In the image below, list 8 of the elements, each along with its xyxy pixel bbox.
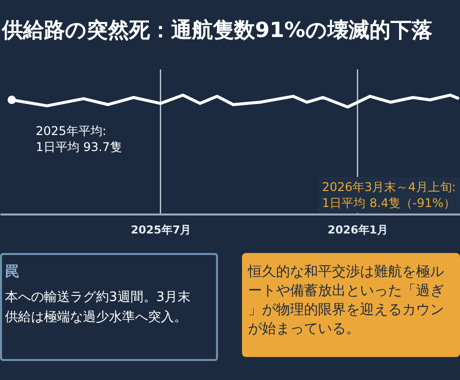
- annotation: 2025年平均: 1日平均 93.7隻: [36, 124, 122, 154]
- text: 本への輸送ラグ約3週間。3月末供給は極端な過少水準へ突入。: [5, 289, 192, 327]
- x-tick-label: 2026年1月: [328, 224, 388, 236]
- text: 恒久的な和平交渉は難航を極ルートや備蓄放出といった「過ぎ」が物理的限界を迎えるカウンが始まっている。: [242, 253, 460, 357]
- chart-title: 供給路の突然死：通航隻数91%の壊滅的下落: [2, 17, 432, 44]
- annotation: 2026年3月末～4月上旬: 1日平均 8.4隻（-91%）: [318, 177, 460, 213]
- x-tick-label: 2025年7月: [130, 224, 192, 236]
- text: 罠: [5, 264, 19, 280]
